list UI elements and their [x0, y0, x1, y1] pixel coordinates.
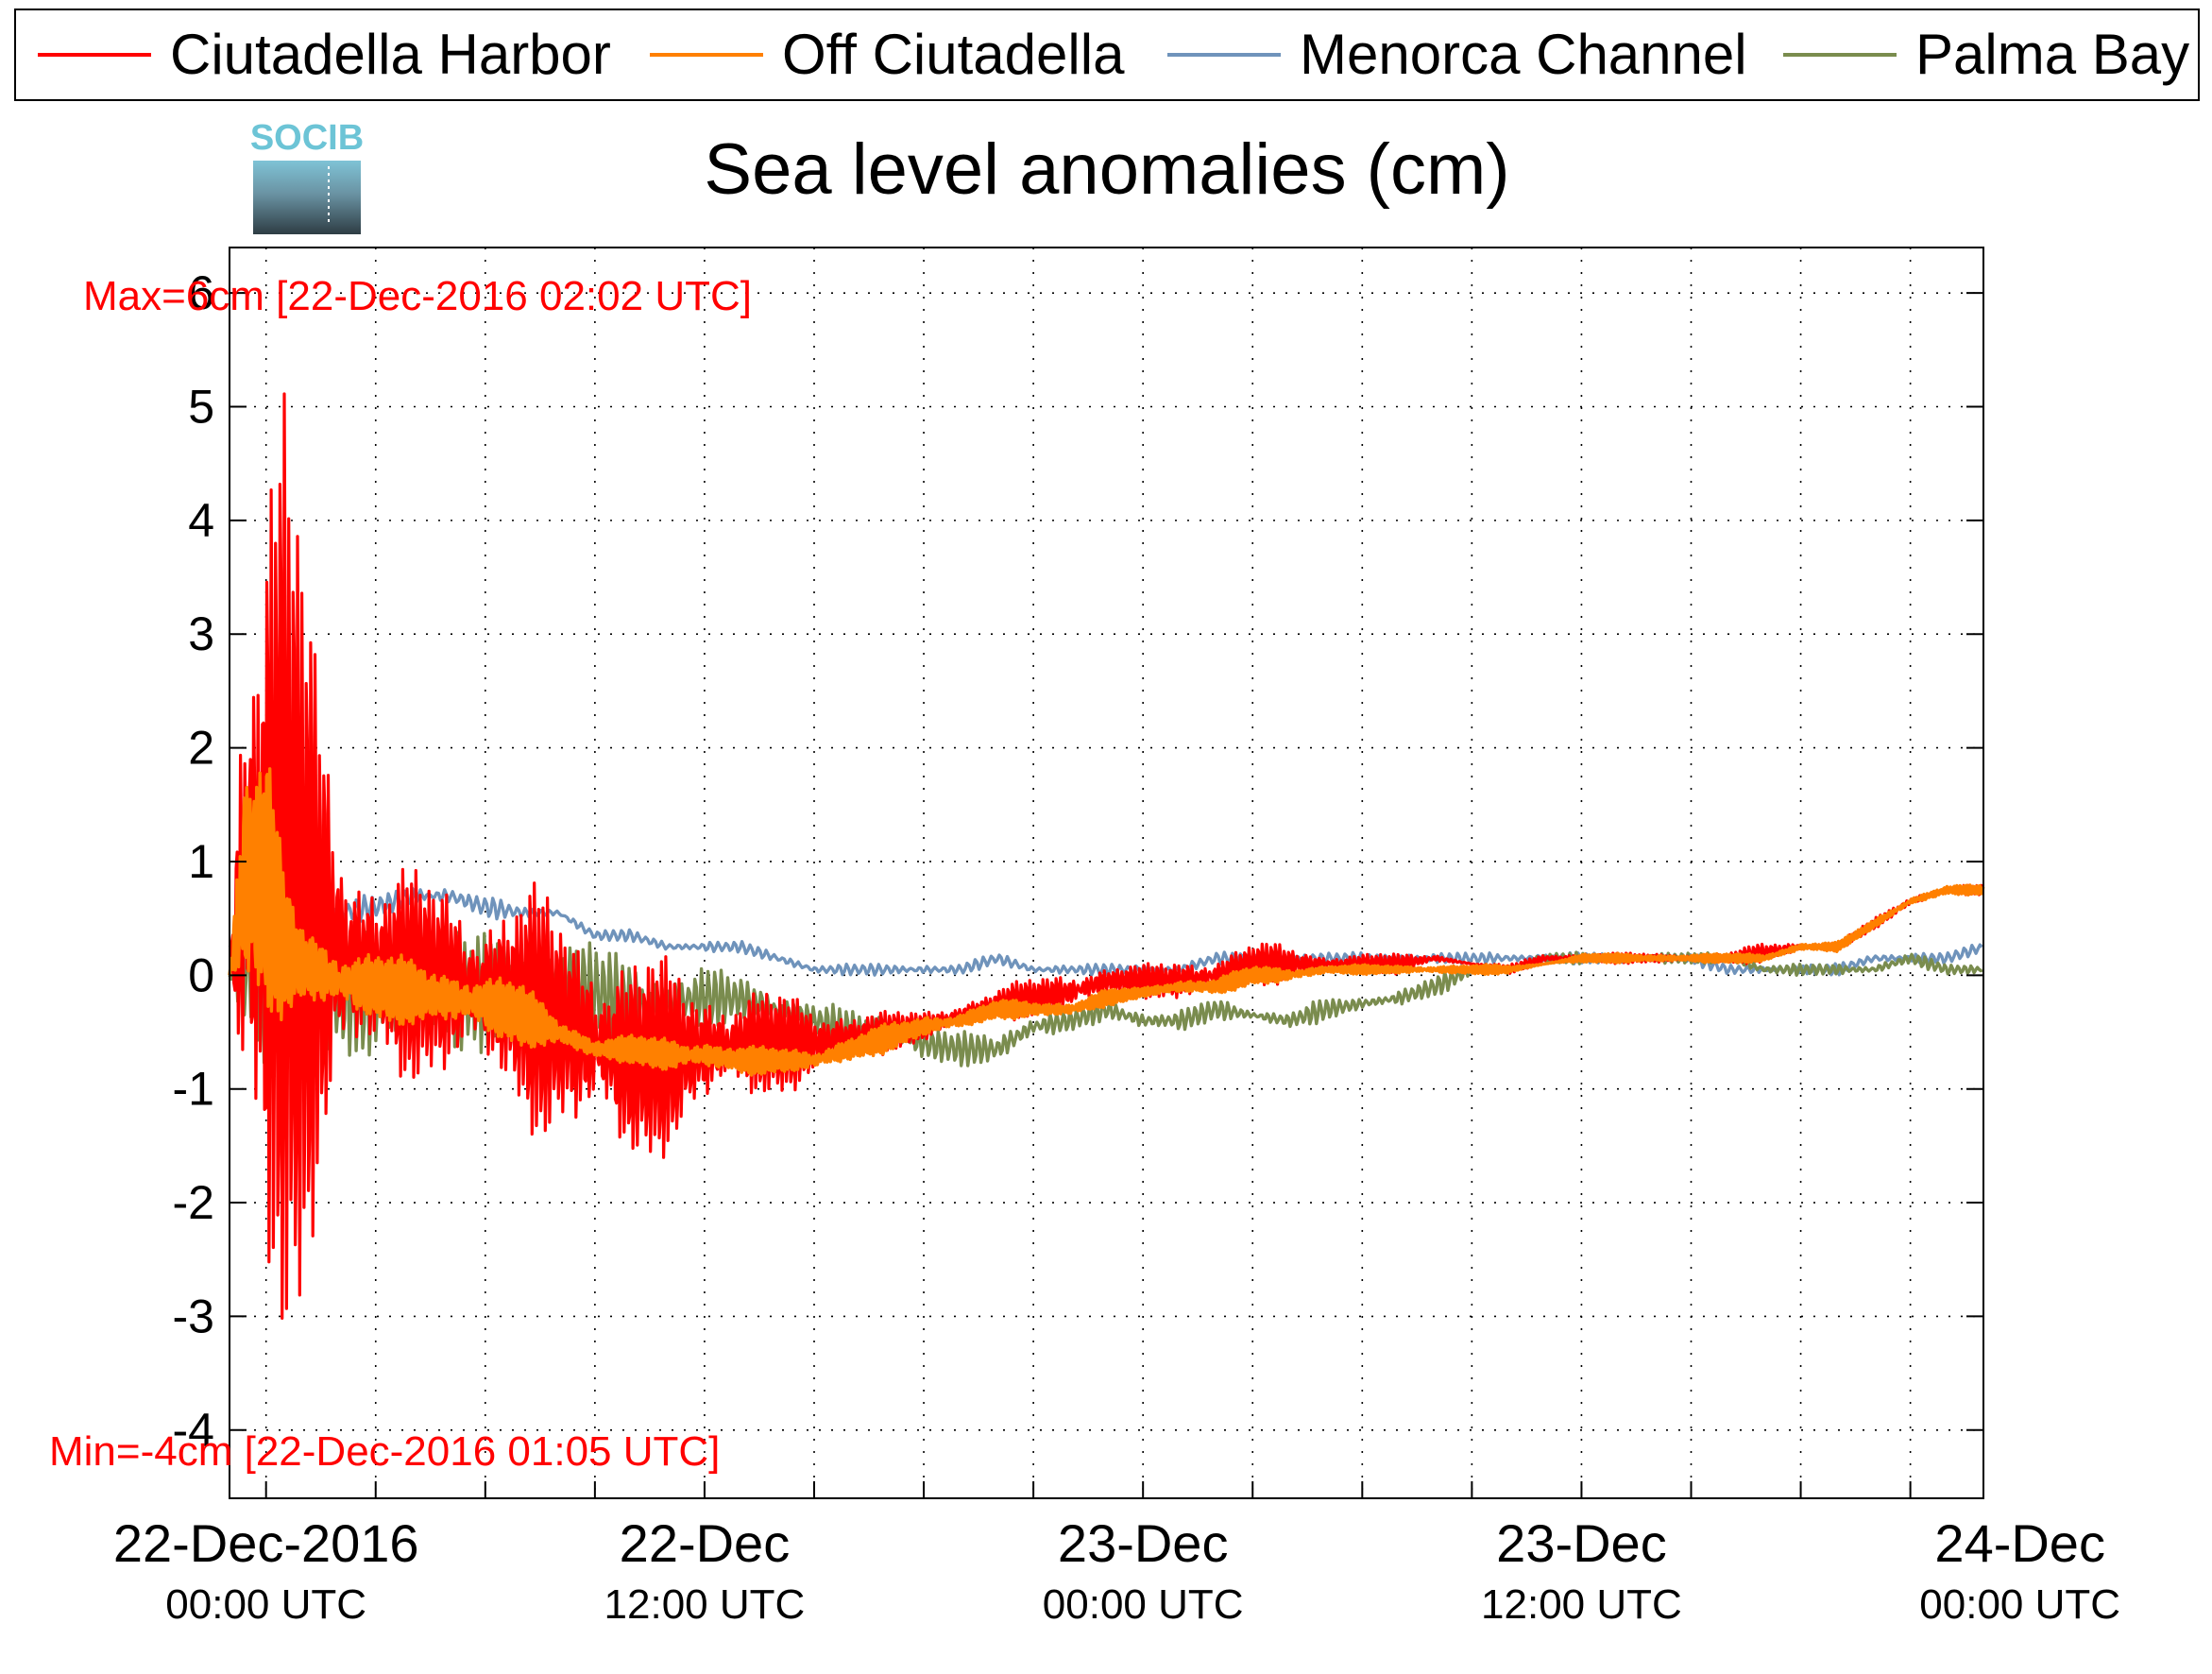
x-tick-label-time: 00:00 UTC [1043, 1581, 1244, 1628]
y-tick-label: -4 [173, 1404, 214, 1457]
y-tick-label: 3 [188, 607, 214, 660]
y-tick-label: 0 [188, 948, 214, 1001]
legend-label: Off Ciutadella [782, 23, 1125, 86]
y-tick-label: -1 [173, 1063, 214, 1116]
x-tick-label-time: 12:00 UTC [604, 1581, 806, 1628]
max-annotation: Max=6cm [22-Dec-2016 02:02 UTC] [83, 273, 752, 319]
legend-items: Ciutadella Harbor Off Ciutadella Menorca C… [38, 23, 2189, 86]
chart-title: Sea level anomalies (cm) [704, 129, 1509, 210]
plot-area [230, 248, 1983, 1498]
y-tick-label: 4 [188, 494, 214, 547]
min-annotation: Min=-4cm [22-Dec-2016 01:05 UTC] [49, 1428, 720, 1475]
x-tick-label-date: 24-Dec [1934, 1513, 2105, 1573]
grid [230, 248, 1983, 1498]
y-tick-labels: -4 -3 -2 -1 0 1 2 3 4 5 6 [173, 266, 214, 1457]
y-tick-label: -3 [173, 1290, 214, 1342]
legend: Ciutadella Harbor Off Ciutadella Menorca C… [14, 9, 2200, 101]
logo-block [253, 161, 361, 234]
y-tick-label: 2 [188, 722, 214, 775]
legend-label: Palma Bay [1915, 23, 2189, 86]
series-line-off-ciutadella [228, 767, 1985, 1077]
x-tick-label-time: 12:00 UTC [1481, 1581, 1682, 1628]
x-tick-label-time: 00:00 UTC [1919, 1581, 2120, 1628]
x-tick-labels: 22-Dec-2016 00:00 UTC 22-Dec 12:00 UTC 23-De… [113, 1513, 2120, 1628]
y-tick-label: 6 [188, 266, 214, 319]
legend-label: Menorca Channel [1300, 23, 1747, 86]
legend-label: Ciutadella Harbor [170, 23, 611, 86]
x-tick-label-date: 22-Dec-2016 [113, 1513, 419, 1573]
x-tick-label-date: 22-Dec [620, 1513, 791, 1573]
logo-text: SOCIB [250, 118, 364, 158]
socib-logo: SOCIB [250, 118, 364, 234]
series-layer [228, 392, 1985, 1320]
y-tick-label: 5 [188, 381, 214, 434]
x-tick-label-date: 23-Dec [1058, 1513, 1229, 1573]
ticks [230, 292, 1983, 1498]
x-tick-label-time: 00:00 UTC [165, 1581, 366, 1628]
y-tick-label: -2 [173, 1176, 214, 1229]
x-tick-label-date: 23-Dec [1496, 1513, 1667, 1573]
y-tick-label: 1 [188, 835, 214, 888]
plot-frame [229, 247, 1984, 1499]
